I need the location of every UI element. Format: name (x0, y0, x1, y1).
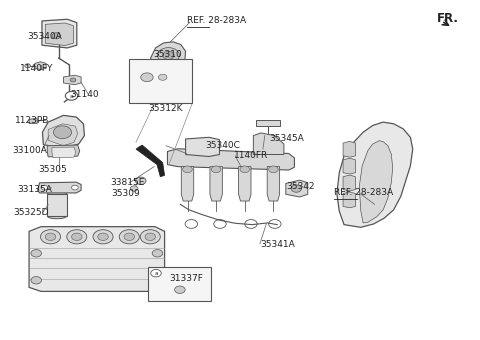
Polygon shape (181, 167, 194, 201)
Text: 1123PB: 1123PB (15, 116, 49, 124)
Circle shape (25, 64, 31, 68)
Polygon shape (256, 120, 280, 126)
Polygon shape (343, 192, 356, 208)
Circle shape (240, 166, 250, 173)
Text: 35309: 35309 (111, 189, 140, 198)
Bar (129, 59, 192, 103)
Polygon shape (186, 137, 219, 156)
Text: 1140FY: 1140FY (20, 64, 53, 73)
Polygon shape (343, 141, 356, 157)
Circle shape (291, 185, 301, 192)
Polygon shape (142, 94, 152, 97)
Text: 35325D: 35325D (13, 208, 49, 217)
Text: REF. 28-283A: REF. 28-283A (335, 188, 394, 198)
Circle shape (119, 230, 139, 244)
Polygon shape (343, 175, 356, 191)
Polygon shape (210, 167, 222, 201)
Polygon shape (48, 124, 78, 146)
Polygon shape (253, 133, 284, 154)
Polygon shape (63, 75, 81, 85)
Circle shape (45, 233, 56, 240)
Text: 31140: 31140 (71, 90, 99, 99)
Bar (148, 267, 211, 301)
Polygon shape (337, 122, 413, 227)
Polygon shape (45, 23, 73, 46)
Circle shape (65, 91, 78, 100)
Circle shape (183, 166, 192, 173)
Polygon shape (47, 145, 80, 157)
Polygon shape (29, 227, 165, 291)
Text: REF. 28-283A: REF. 28-283A (187, 16, 246, 26)
Polygon shape (239, 167, 251, 201)
Polygon shape (52, 147, 76, 157)
Text: 35340C: 35340C (205, 141, 240, 150)
Polygon shape (42, 19, 77, 48)
Circle shape (72, 185, 78, 190)
Circle shape (31, 276, 41, 284)
Circle shape (130, 186, 138, 191)
Polygon shape (168, 270, 192, 285)
Text: 35345A: 35345A (270, 135, 304, 143)
Ellipse shape (48, 214, 67, 219)
Text: a: a (70, 94, 73, 99)
Text: 33135A: 33135A (17, 185, 52, 194)
Polygon shape (35, 62, 46, 70)
Text: 33100A: 33100A (12, 146, 47, 155)
Circle shape (151, 270, 161, 277)
Circle shape (70, 78, 76, 82)
Circle shape (145, 233, 156, 240)
Circle shape (31, 250, 41, 257)
Ellipse shape (48, 190, 67, 195)
Polygon shape (29, 118, 37, 123)
Text: 35342: 35342 (287, 182, 315, 191)
Polygon shape (286, 180, 308, 197)
Polygon shape (267, 167, 280, 201)
Circle shape (67, 230, 87, 244)
Circle shape (211, 166, 221, 173)
Circle shape (140, 230, 160, 244)
Text: 35340A: 35340A (28, 32, 62, 41)
Circle shape (135, 177, 146, 185)
Circle shape (141, 73, 153, 82)
Circle shape (124, 233, 134, 240)
Polygon shape (343, 158, 356, 174)
Polygon shape (47, 193, 67, 216)
Text: 35312K: 35312K (148, 104, 183, 113)
Circle shape (175, 286, 185, 293)
Circle shape (41, 185, 48, 190)
Circle shape (269, 166, 278, 173)
Circle shape (93, 230, 113, 244)
Text: FR.: FR. (437, 12, 458, 25)
Circle shape (72, 233, 82, 240)
Polygon shape (360, 141, 393, 223)
Circle shape (53, 126, 72, 139)
Text: 1140FR: 1140FR (234, 151, 268, 160)
Circle shape (152, 250, 163, 257)
Polygon shape (136, 145, 165, 177)
Polygon shape (42, 115, 84, 148)
Text: 35341A: 35341A (260, 240, 295, 249)
Circle shape (98, 233, 108, 240)
Text: 31337F: 31337F (169, 274, 203, 283)
Text: 35310: 35310 (153, 50, 182, 59)
Polygon shape (151, 42, 186, 71)
Circle shape (163, 51, 174, 59)
Polygon shape (37, 182, 81, 193)
Text: 33815E: 33815E (110, 178, 144, 187)
Polygon shape (168, 149, 294, 170)
Circle shape (157, 48, 180, 63)
Circle shape (158, 74, 167, 80)
Text: 35305: 35305 (38, 165, 67, 174)
Circle shape (152, 276, 163, 284)
Circle shape (52, 33, 60, 39)
Text: a: a (154, 271, 158, 276)
Circle shape (40, 230, 60, 244)
